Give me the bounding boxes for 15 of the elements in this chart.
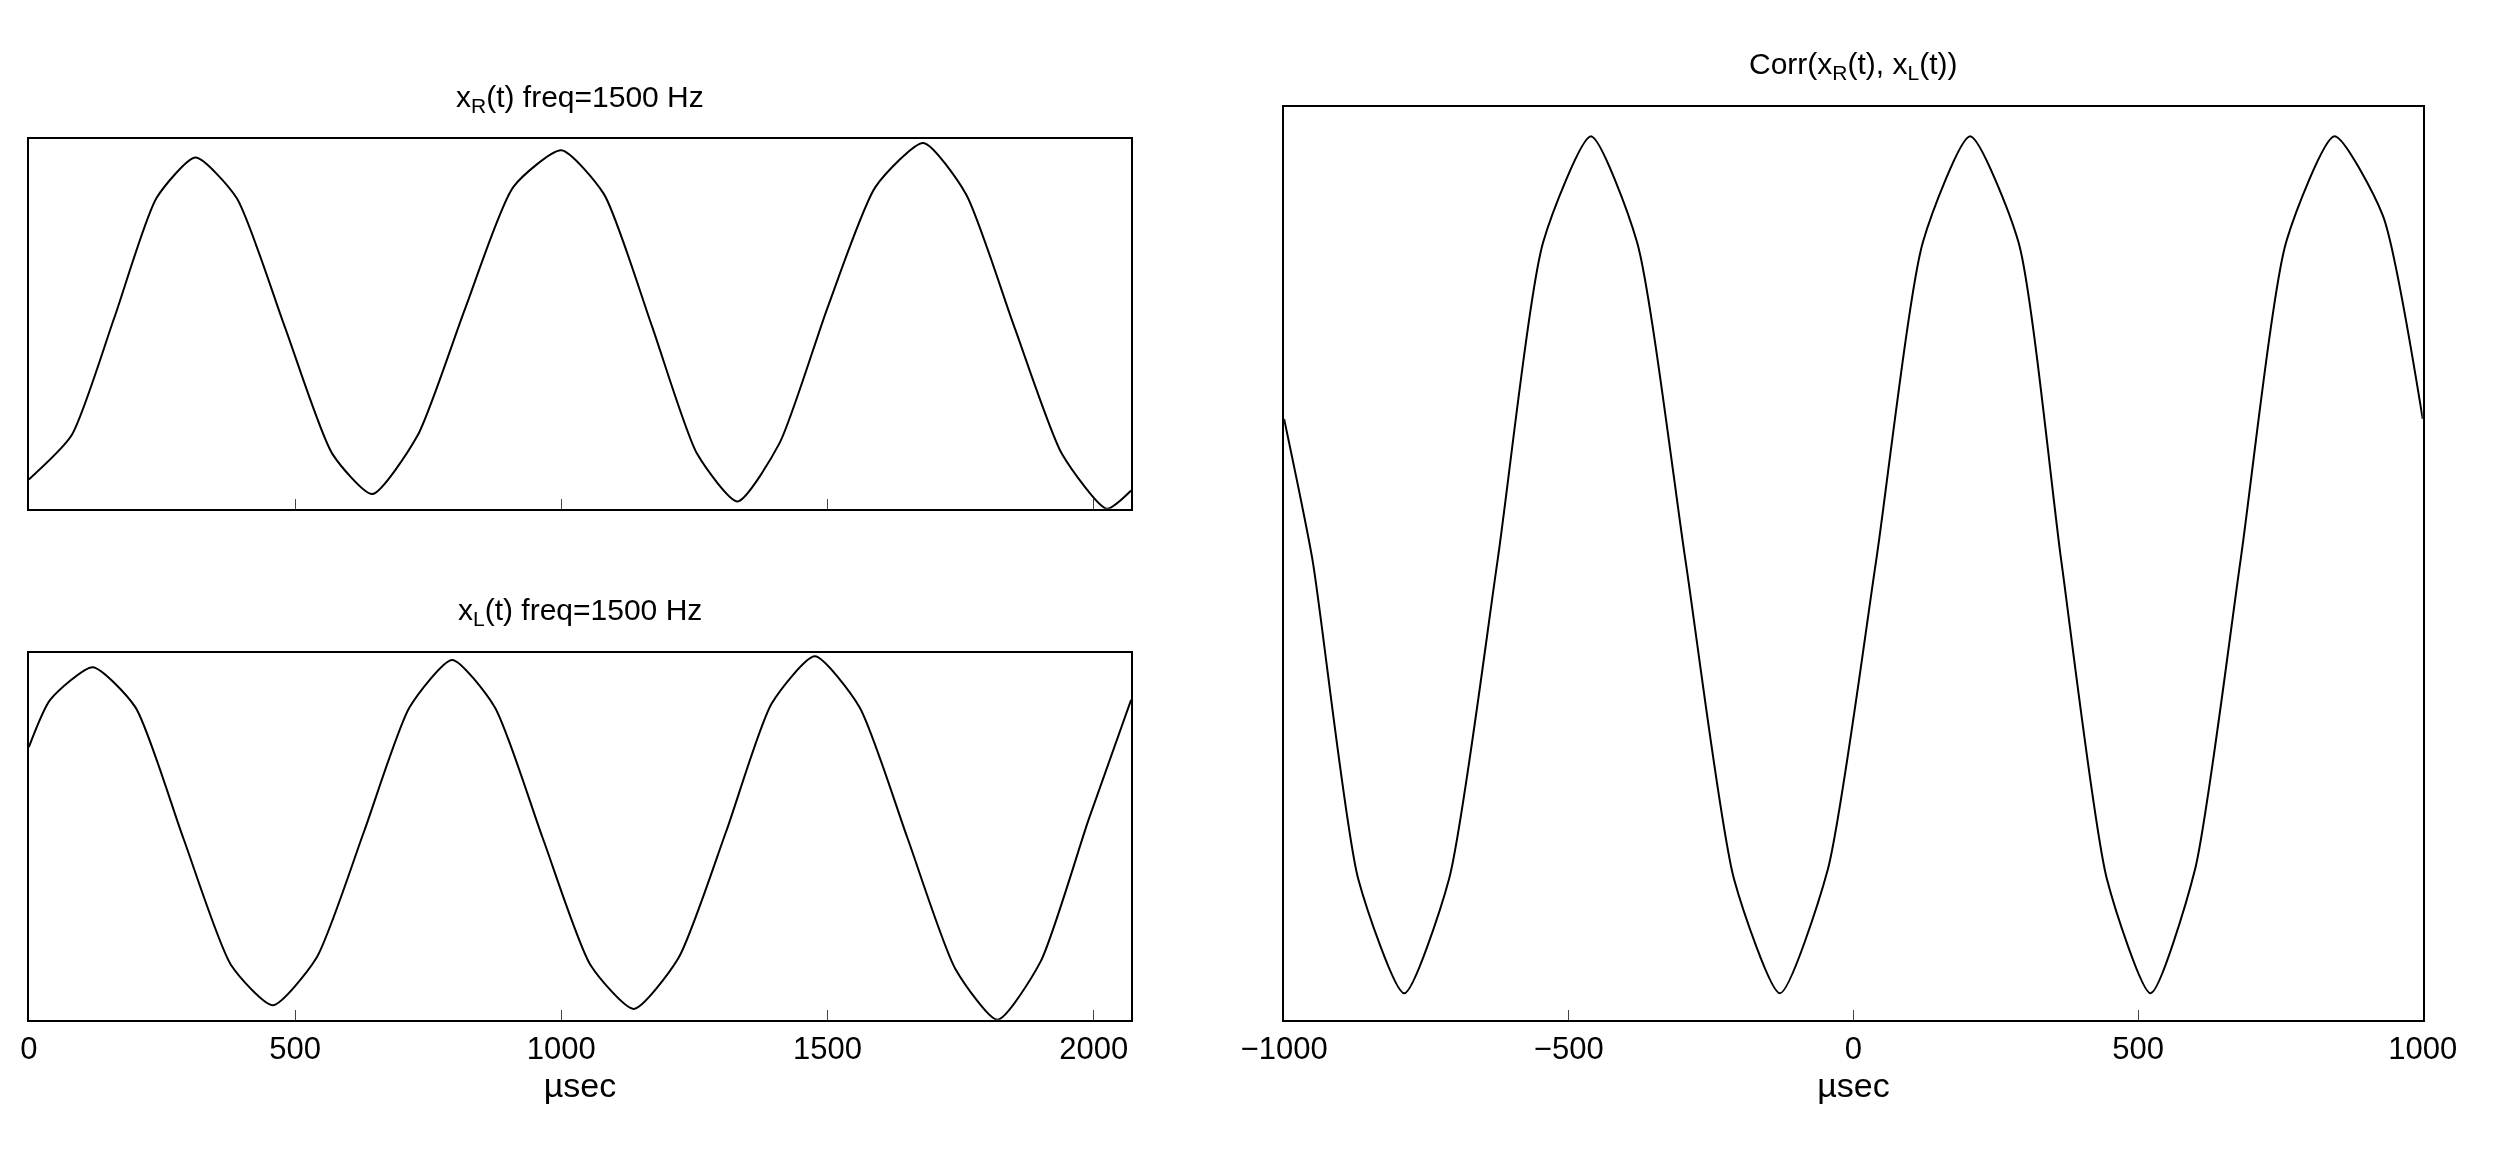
x-tick-label: −1000: [1240, 1030, 1328, 1066]
x-tick-label: 500: [269, 1030, 321, 1066]
x-axis-title: µsec: [543, 1065, 617, 1104]
x-tick-label: 0: [20, 1030, 38, 1066]
x-tick-label: 2000: [1059, 1030, 1129, 1066]
chart-title: x$_{R}$(t) freq=1500 Hz: [456, 80, 704, 118]
x-tick-label: 1500: [793, 1030, 863, 1066]
chart-title: x$_{L}$(t) freq=1500 Hz: [458, 593, 703, 631]
x-tick-label: 1000: [2388, 1030, 2458, 1066]
x-tick-label: 1000: [526, 1030, 596, 1066]
x-axis-title: µsec: [1817, 1065, 1890, 1104]
x-tick-label: −500: [1533, 1030, 1604, 1066]
x-tick-label: 0: [1844, 1030, 1863, 1066]
x-tick-label: 500: [2112, 1030, 2164, 1066]
chart-title: Corr(x$_{R}$(t), x$_{L}$(t)): [1749, 47, 1958, 85]
